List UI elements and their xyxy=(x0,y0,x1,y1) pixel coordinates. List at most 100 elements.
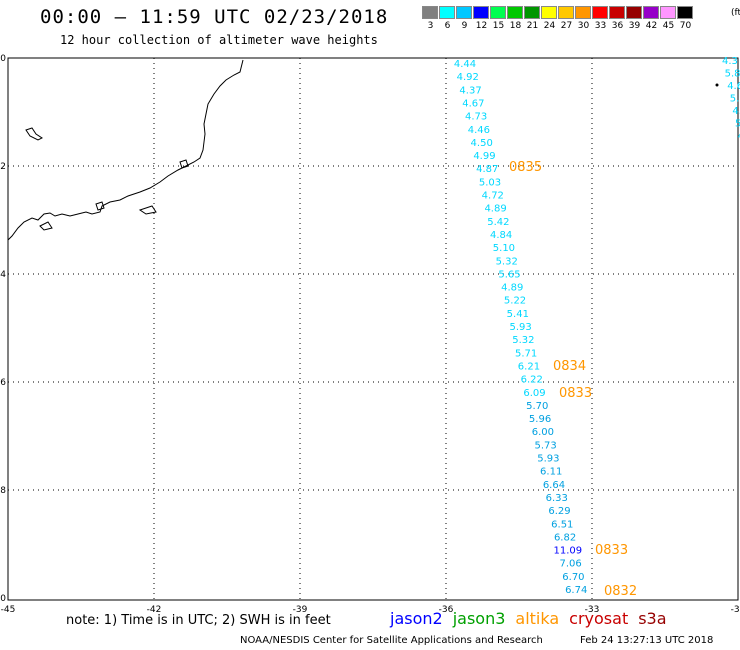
wave-height-value: 4.44 xyxy=(454,59,476,70)
latitude-tick-label: -30 xyxy=(0,594,6,604)
map-title: 00:00 – 11:59 UTC 02/23/2018 xyxy=(40,6,389,28)
pass-time-label: 0835 xyxy=(509,160,542,175)
color-scale-labels: 3 6 9 12 15 18 21 24 27 30 33 36 39 42 45 70 xyxy=(422,19,694,33)
latitude-tick-label: -28 xyxy=(0,486,6,496)
edge-track-value: 4. xyxy=(732,106,740,117)
pass-time-label: 0834 xyxy=(553,359,586,374)
wave-height-value: 6.74 xyxy=(565,585,587,596)
color-scale-label: 12 xyxy=(475,21,488,31)
wave-height-value: 6.82 xyxy=(554,532,576,543)
wave-height-value: 5.42 xyxy=(487,217,509,228)
wave-height-value: 4.72 xyxy=(482,191,504,202)
longitude-tick-label: -39 xyxy=(293,605,308,615)
pass-time-label: 0833 xyxy=(595,543,628,558)
latitude-tick-label: -20 xyxy=(0,54,6,64)
island-dot xyxy=(715,83,719,87)
satellite-legend-item: s3a xyxy=(638,609,667,628)
satellite-legend-item: jason3 xyxy=(452,609,506,628)
coastline-island xyxy=(25,127,43,141)
color-swatch xyxy=(558,6,574,19)
wave-height-value: 4.89 xyxy=(501,283,523,294)
wave-height-value: 6.22 xyxy=(521,375,543,386)
color-scale-label: 21 xyxy=(526,21,539,31)
color-scale-label: 15 xyxy=(492,21,505,31)
wave-height-value: 4.67 xyxy=(462,98,484,109)
wave-height-value: 6.64 xyxy=(543,480,565,491)
time-labels: 0835 0834 0833 0833 0832 xyxy=(509,160,637,599)
wave-height-value: 6.51 xyxy=(551,519,573,530)
color-swatch xyxy=(490,6,506,19)
color-swatch xyxy=(660,6,676,19)
wave-height-value: 6.29 xyxy=(548,506,570,517)
color-swatch xyxy=(507,6,523,19)
edge-track-value: 4 xyxy=(738,131,740,142)
color-swatch xyxy=(643,6,659,19)
color-scale-label: 42 xyxy=(645,21,658,31)
color-swatch xyxy=(524,6,540,19)
color-swatch xyxy=(422,6,438,19)
edge-track-value: 4.3 xyxy=(722,56,738,67)
color-scale-label: 36 xyxy=(611,21,624,31)
wave-height-value: 5.32 xyxy=(496,256,518,267)
color-swatch xyxy=(677,6,693,19)
edge-track-value: 5. xyxy=(735,119,740,130)
wave-height-value: 5.93 xyxy=(509,322,531,333)
color-scale-label: 9 xyxy=(461,21,468,31)
longitude-tick-label: -45 xyxy=(1,605,16,615)
color-scale-label: 24 xyxy=(543,21,556,31)
color-scale-label: 39 xyxy=(628,21,641,31)
coastline-lagoon xyxy=(39,159,189,231)
color-swatch xyxy=(439,6,455,19)
wave-height-value: 6.09 xyxy=(523,388,545,399)
satellite-legend-item: cryosat xyxy=(569,609,629,628)
wave-height-value: 4.73 xyxy=(465,112,487,123)
color-scale-label: 18 xyxy=(509,21,522,31)
footer-note: note: 1) Time is in UTC; 2) SWH is in fe… xyxy=(66,613,331,628)
wave-height-value: 4.99 xyxy=(473,151,495,162)
wave-height-value: 4.37 xyxy=(459,85,481,96)
wave-height-value: 5.22 xyxy=(504,296,526,307)
color-swatch xyxy=(456,6,472,19)
longitude-tick-label: -36 xyxy=(439,605,454,615)
color-scale-label: 33 xyxy=(594,21,607,31)
satellite-legend-item: altika xyxy=(515,609,560,628)
color-scale-label: 30 xyxy=(577,21,590,31)
latitude-tick-label: -22 xyxy=(0,162,6,172)
longitude-tick-label: -33 xyxy=(585,605,600,615)
wave-height-value: 6.21 xyxy=(518,361,540,372)
satellite-legend: jason2 jason3 altika cryosat s3a xyxy=(390,609,677,628)
color-swatch xyxy=(609,6,625,19)
wave-height-value: 5.71 xyxy=(515,348,537,359)
wave-height-value: 5.65 xyxy=(498,269,520,280)
wave-height-value: 4.84 xyxy=(490,230,512,241)
map-gridlines xyxy=(8,58,738,600)
color-scale-label: 70 xyxy=(679,21,692,31)
color-scale-unit: (ft) xyxy=(731,8,740,18)
pass-time-label: 0832 xyxy=(604,584,637,599)
wave-height-value: 5.70 xyxy=(526,401,548,412)
wave-height-value: 4.46 xyxy=(468,125,490,136)
color-swatch xyxy=(575,6,591,19)
latitude-tick-label: -24 xyxy=(0,270,6,280)
wave-height-value: 6.11 xyxy=(540,467,562,478)
pass-time-label: 0833 xyxy=(559,386,592,401)
longitude-tick-label: -42 xyxy=(147,605,162,615)
credit-text: NOAA/NESDIS Center for Satellite Applica… xyxy=(240,635,543,646)
map-frame xyxy=(7,57,739,601)
wave-height-value: 4.87 xyxy=(476,164,498,175)
wave-height-value: 6.00 xyxy=(532,427,554,438)
map-subtitle: 12 hour collection of altimeter wave hei… xyxy=(60,33,378,47)
wave-height-value: 5.96 xyxy=(529,414,551,425)
generated-timestamp: Feb 24 13:27:13 UTC 2018 xyxy=(580,635,714,646)
coastline xyxy=(7,59,244,241)
edge-track-value: 5. xyxy=(730,94,740,105)
wave-height-value: 5.93 xyxy=(537,454,559,465)
color-swatch xyxy=(592,6,608,19)
wave-height-value: 6.33 xyxy=(546,493,568,504)
wave-height-value: 5.32 xyxy=(512,335,534,346)
color-scale-boxes xyxy=(422,6,694,19)
wave-height-value: 5.73 xyxy=(534,440,556,451)
wave-height-value: 4.89 xyxy=(484,204,506,215)
